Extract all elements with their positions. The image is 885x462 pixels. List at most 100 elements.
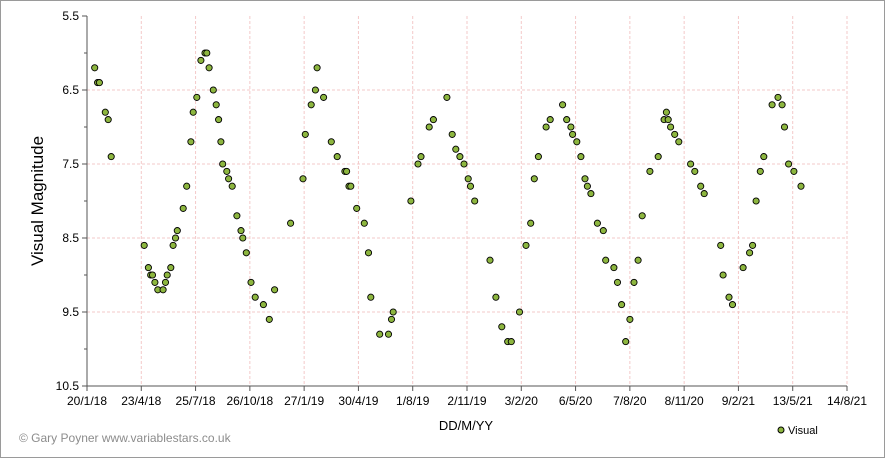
data-point: [587, 190, 595, 198]
data-point: [687, 160, 695, 168]
data-point: [197, 56, 205, 64]
data-point: [569, 130, 577, 138]
data-point: [581, 175, 589, 183]
data-point: [301, 130, 309, 138]
data-point: [622, 338, 630, 346]
data-point: [148, 271, 157, 279]
data-point: [384, 330, 393, 338]
data-point: [610, 264, 618, 272]
data-point: [756, 167, 764, 175]
data-point: [367, 293, 375, 301]
data-point: [173, 227, 181, 235]
data-point: [239, 234, 247, 242]
data-point: [739, 264, 747, 272]
data-point: [691, 167, 699, 175]
data-point: [360, 219, 368, 227]
data-point: [448, 130, 456, 138]
data-point: [662, 108, 670, 116]
legend-marker: [777, 426, 785, 434]
data-point: [778, 101, 786, 109]
data-point: [634, 256, 642, 264]
y-tick-label: 10.5: [56, 379, 80, 393]
data-point: [169, 241, 177, 249]
data-point: [159, 286, 167, 294]
data-point: [626, 315, 634, 323]
data-point: [311, 86, 319, 94]
data-point: [161, 278, 170, 286]
data-point: [664, 116, 672, 124]
data-point: [163, 271, 171, 279]
x-tick-label: 2/11/19: [447, 394, 486, 408]
data-point: [646, 167, 654, 175]
data-point: [407, 197, 415, 205]
y-tick-label: 7.5: [62, 157, 79, 171]
data-point: [613, 278, 622, 286]
x-tick-label: 26/10/18: [226, 394, 273, 408]
x-tick-label: 1/8/19: [396, 394, 430, 408]
data-point: [746, 249, 754, 257]
data-point: [559, 101, 567, 109]
data-point: [167, 264, 175, 272]
data-point: [299, 175, 307, 183]
data-point: [719, 271, 727, 279]
data-point: [515, 308, 524, 316]
x-tick-label: 3/2/20: [505, 394, 539, 408]
data-point: [242, 249, 250, 257]
data-point: [749, 241, 757, 249]
data-point: [171, 234, 180, 242]
data-point: [107, 153, 115, 161]
data-point: [414, 160, 422, 168]
data-point: [429, 116, 437, 124]
data-point: [593, 219, 601, 227]
data-point: [443, 93, 451, 101]
data-point: [101, 108, 109, 116]
data-point: [189, 108, 197, 116]
data-point: [752, 197, 760, 205]
data-point: [602, 256, 610, 264]
data-point: [287, 219, 295, 227]
data-point: [780, 123, 789, 131]
data-point: [389, 308, 397, 316]
data-point: [251, 293, 259, 301]
x-tick-label: 8/11/20: [665, 394, 704, 408]
x-axis-label: DD/M/YY: [439, 418, 494, 433]
data-point: [760, 153, 768, 161]
data-point: [507, 338, 515, 346]
data-point: [452, 145, 460, 153]
data-point: [790, 167, 798, 175]
data-point: [387, 315, 396, 323]
x-tick-label: 23/4/18: [121, 394, 161, 408]
data-point: [671, 130, 679, 138]
data-point: [725, 293, 733, 301]
data-point: [209, 86, 217, 94]
data-point: [728, 301, 737, 309]
data-point: [460, 160, 468, 168]
data-point: [376, 330, 384, 338]
data-point: [675, 138, 683, 146]
data-point: [522, 241, 530, 249]
data-point: [215, 116, 223, 124]
data-point: [667, 123, 675, 131]
data-point: [271, 286, 279, 294]
x-tick-label: 14/8/21: [827, 394, 867, 408]
data-point: [343, 167, 351, 175]
data-point: [567, 123, 575, 131]
data-point: [104, 116, 112, 124]
data-point: [223, 167, 231, 175]
grid-layer: [87, 16, 848, 386]
data-point: [425, 123, 433, 131]
data-point: [247, 278, 255, 286]
data-point: [466, 182, 475, 190]
legend: Visual: [777, 425, 818, 437]
data-point: [563, 116, 571, 124]
copyright-text: © Gary Poyner www.variablestars.co.uk: [19, 431, 232, 445]
x-tick-label: 25/7/18: [176, 394, 216, 408]
data-point: [193, 93, 201, 101]
data-point: [313, 64, 321, 72]
data-point: [573, 138, 581, 146]
data-point: [364, 249, 373, 257]
legend-label: Visual: [788, 425, 818, 437]
x-tick-label: 27/1/19: [284, 394, 324, 408]
